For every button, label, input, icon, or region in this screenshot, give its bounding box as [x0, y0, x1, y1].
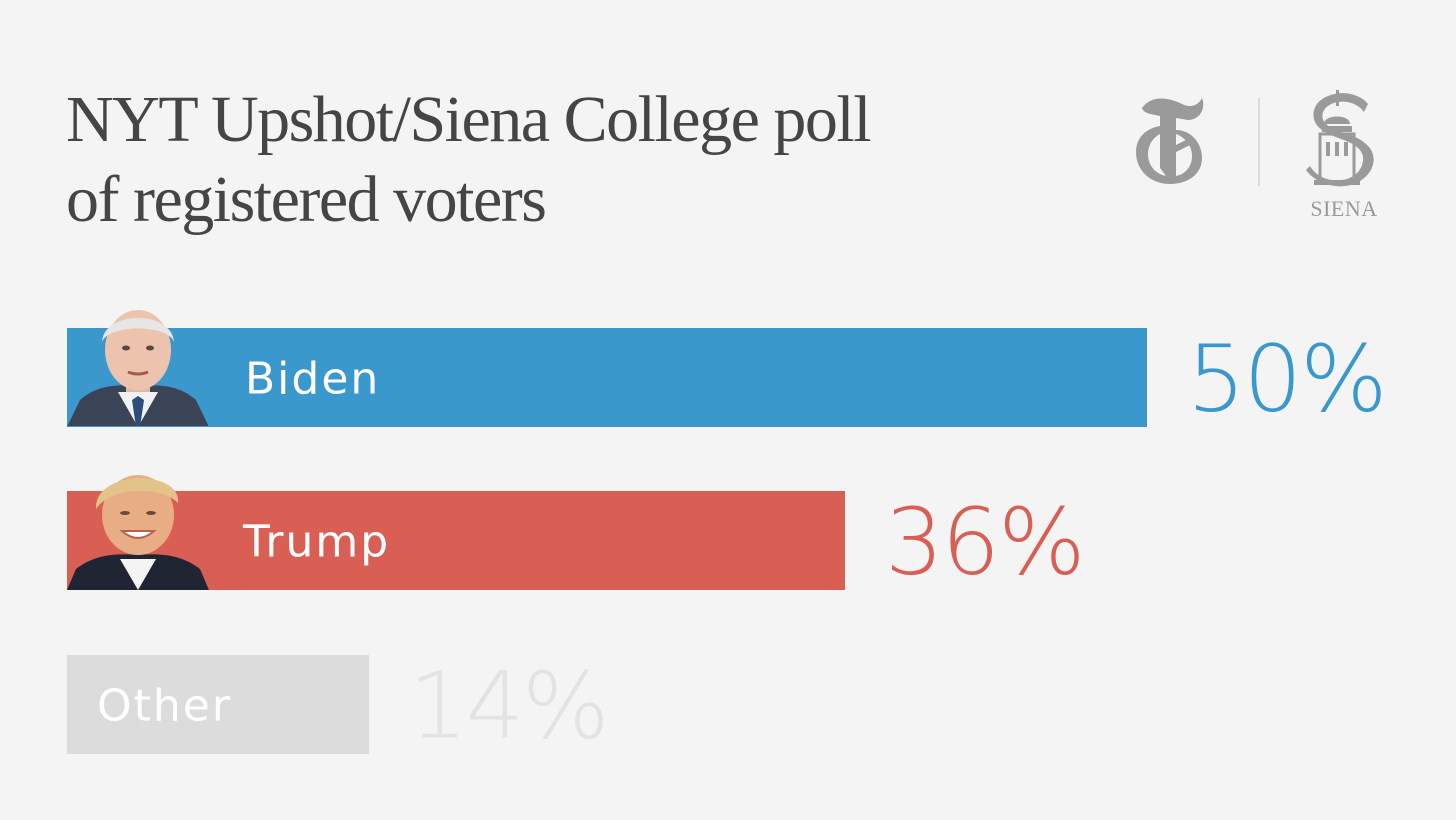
siena-wordmark: SIENA — [1310, 196, 1378, 221]
value-label-other: 14% — [409, 653, 607, 760]
value-label-trump: 36% — [885, 489, 1083, 596]
logo-divider — [1258, 98, 1260, 186]
bar-label-trump: Trump — [242, 517, 390, 568]
nyt-t-logo-icon — [1136, 98, 1204, 184]
bar-label-biden: Biden — [245, 354, 380, 405]
bar-label-other: Other — [97, 681, 232, 732]
title-line-1: NYT Upshot/Siena College poll — [66, 83, 872, 156]
chart-title: NYT Upshot/Siena College poll of registe… — [66, 80, 1066, 240]
logos: SIENA — [1130, 90, 1400, 230]
title-line-2: of registered voters — [66, 163, 547, 236]
bar-other — [67, 655, 369, 754]
bar-biden — [67, 328, 1147, 427]
trump-portrait — [67, 475, 209, 590]
siena-logo-icon — [1306, 90, 1374, 187]
value-label-biden: 50% — [1187, 326, 1385, 433]
biden-portrait — [67, 310, 209, 426]
